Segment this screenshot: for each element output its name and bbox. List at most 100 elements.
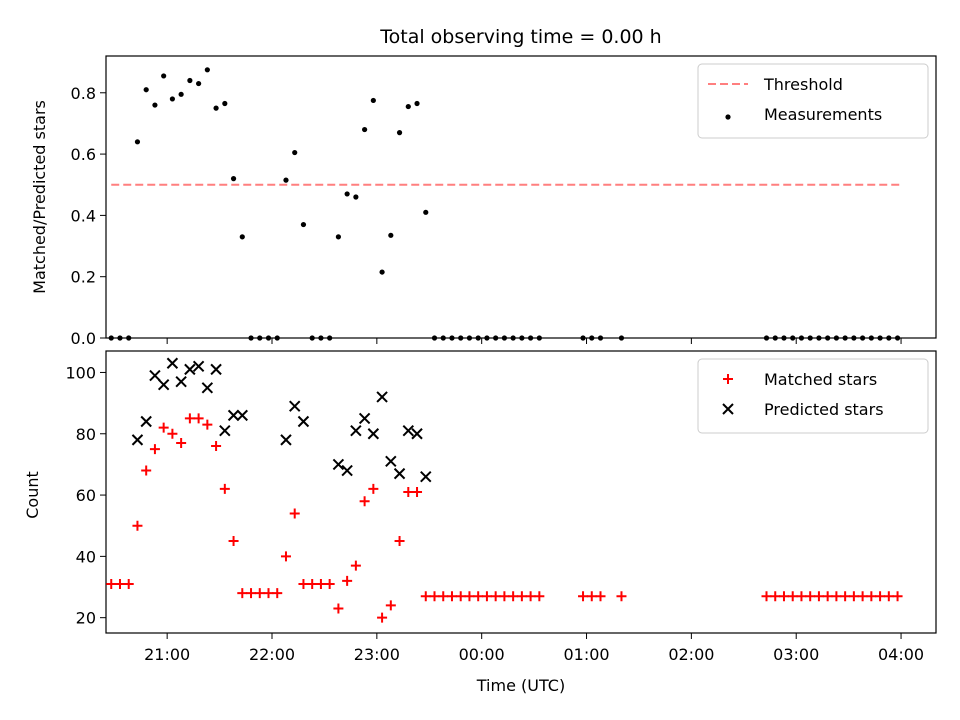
measurement-point <box>528 335 534 341</box>
measurement-point <box>589 335 595 341</box>
matched-star-point <box>787 591 798 602</box>
matched-star-point <box>193 413 204 424</box>
measurement-point <box>466 335 473 341</box>
plot-frame <box>105 350 937 634</box>
matched-star-point <box>403 487 414 497</box>
matched-star-point <box>315 578 326 589</box>
measurement-point <box>152 102 158 108</box>
matched-star-point <box>211 441 222 452</box>
measurement-point <box>108 335 114 341</box>
matched-star-point <box>263 588 274 599</box>
matched-star-point <box>420 591 431 602</box>
measurement-point <box>126 335 132 341</box>
matched-star-point <box>525 591 536 602</box>
matched-star-point <box>176 437 187 448</box>
legend-box <box>697 358 929 434</box>
y-tick-label: 100 <box>65 363 96 382</box>
measurement-point <box>204 67 210 73</box>
matched-star-point <box>446 591 457 602</box>
matched-star-point <box>106 578 117 589</box>
predicted-star-point <box>131 434 144 446</box>
matched-star-point <box>272 588 283 599</box>
x-tick-label: 02:00 <box>668 645 714 664</box>
measurement-point <box>388 232 394 238</box>
matched-star-point <box>167 428 178 439</box>
measurement-point <box>597 335 604 341</box>
measurement-point <box>143 87 149 93</box>
measurement-point <box>257 335 263 341</box>
bottom-y-axis-title: Count <box>23 471 42 519</box>
matched-star-point <box>473 591 484 602</box>
matched-star-point <box>778 591 789 602</box>
measurement-point <box>405 103 411 110</box>
legend-label: Threshold <box>763 75 843 94</box>
measurement-point <box>825 335 831 341</box>
matched-star-point <box>516 591 527 602</box>
measurement-point <box>877 335 883 341</box>
measurement-point <box>842 335 848 341</box>
y-tick-label: 0.0 <box>71 329 96 348</box>
matched-star-point <box>455 591 466 602</box>
predicted-star-point <box>236 409 249 422</box>
y-tick-label: 40 <box>76 547 96 566</box>
measurement-point <box>213 105 219 111</box>
legend-box <box>697 63 929 139</box>
measurement-point <box>414 100 420 107</box>
matched-star-point <box>280 551 291 562</box>
matched-star-point <box>158 422 169 433</box>
predicted-star-point <box>140 415 152 428</box>
matched-star-point <box>429 591 440 602</box>
predicted-star-point <box>411 428 423 440</box>
measurement-point <box>265 335 272 341</box>
matched-star-point <box>866 591 877 602</box>
measurement-point <box>196 80 202 87</box>
matched-star-point <box>368 483 379 494</box>
measurement-point <box>484 335 490 341</box>
x-tick-label: 01:00 <box>563 645 609 664</box>
matched-star-point <box>770 591 781 602</box>
matched-star-point <box>831 591 842 602</box>
legend-label: Predicted stars <box>764 400 884 419</box>
legend-label: Measurements <box>764 105 882 124</box>
measurement-point <box>886 335 892 341</box>
predicted-star-point <box>175 375 187 388</box>
matched-star-point <box>822 591 833 602</box>
matched-star-point <box>123 578 134 589</box>
measurement-point <box>379 269 385 275</box>
matched-star-point <box>412 487 423 497</box>
measurement-point <box>458 335 464 341</box>
matched-star-point <box>394 536 405 547</box>
predicted-star-point <box>289 400 301 412</box>
matched-star-point <box>289 508 300 519</box>
measurement-point <box>790 335 796 341</box>
measurement-point <box>178 91 184 97</box>
matched-star-point <box>237 588 248 599</box>
measurement-point <box>309 335 315 341</box>
predicted-star-point <box>350 424 362 437</box>
predicted-star-point <box>149 369 161 382</box>
predicted-star-point <box>210 363 222 376</box>
measurement-point <box>798 335 805 341</box>
predicted-star-point <box>297 415 310 428</box>
predicted-star-point <box>192 360 205 373</box>
measurement-point <box>318 335 324 341</box>
matched-star-point <box>796 591 807 602</box>
measurement-point <box>222 100 228 107</box>
legend-predicted-swatch <box>722 403 734 415</box>
matched-star-point <box>586 591 597 602</box>
matched-star-point <box>840 591 851 602</box>
measurement-point <box>440 335 446 341</box>
matched-star-point <box>438 591 449 602</box>
matched-star-point <box>184 413 195 424</box>
predicted-star-point <box>201 382 214 394</box>
predicted-star-point <box>402 424 415 437</box>
measurement-point <box>475 335 481 341</box>
matched-star-point <box>761 591 772 602</box>
x-tick-label: 23:00 <box>354 645 400 664</box>
matched-star-point <box>359 496 370 507</box>
matched-star-point <box>875 591 886 602</box>
measurement-point <box>807 335 813 341</box>
matched-star-point <box>385 600 396 611</box>
matched-star-point <box>219 483 230 494</box>
measurement-point <box>169 96 175 102</box>
